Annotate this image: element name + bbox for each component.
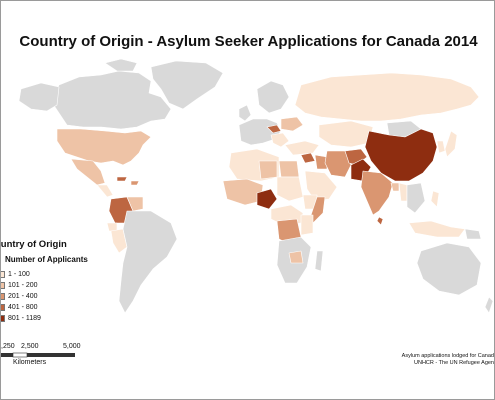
region-caribbean [116,176,128,182]
source-line-2: UNHCR - The UN Refugee Agen [414,360,494,366]
region-central-america [96,184,114,198]
legend-label: 1 - 100 [8,270,30,278]
region-mexico [70,158,106,186]
region-sudan [276,176,304,202]
region-uk [238,104,252,122]
region-iraq [314,154,328,170]
legend-label: 801 - 1189 [8,314,41,322]
region-myanmar [398,182,408,202]
region-russia [294,72,480,122]
legend-item: 401 - 800 [1,302,41,312]
region-se-asia [406,182,426,214]
region-egypt [278,160,300,178]
legend-item: 201 - 400 [1,291,41,301]
region-sri-lanka [376,216,384,226]
region-somalia [310,196,326,224]
region-china [364,128,438,182]
source-line-1: Asylum applications lodged for Canad [401,353,494,359]
map-title: Country of Origin - Asylum Seeker Applic… [19,33,478,50]
region-greenland [150,60,224,110]
legend-item: 101 - 200 [1,280,41,290]
region-haiti [130,180,140,186]
legend-subtitle: Number of Applicants [5,255,88,264]
region-venezuela [126,196,144,212]
region-ukraine [280,116,304,132]
region-india [360,170,394,216]
region-east-africa [300,214,314,236]
region-papua [464,228,482,240]
region-south-america [118,210,178,314]
region-australia [416,242,482,296]
scale-unit-label: Kilometers [13,359,47,366]
region-balkans [270,132,290,148]
region-bangladesh [390,182,400,192]
region-central-asia [318,120,374,148]
region-hungary [266,124,282,134]
region-new-zealand [484,296,494,314]
region-usa [56,128,152,166]
region-scandinavia [256,80,290,114]
scale-tick-label: 5,000 [63,343,81,350]
region-libya [258,160,278,180]
legend-title: ountry of Origin [0,239,67,250]
scale-tick-label: ,250 [1,343,15,350]
region-indonesia [408,220,466,238]
source-note: Asylum applications lodged for Canad UNH… [402,353,494,367]
region-alaska [18,82,60,112]
region-peru [110,228,128,254]
scale-bar-graphic [1,352,75,358]
region-madagascar [314,250,324,272]
legend-label: 101 - 200 [8,281,38,289]
legend-label: 401 - 800 [8,303,38,311]
legend-swatch [1,292,5,300]
legend-swatch [1,270,5,278]
region-canada [50,70,172,130]
region-japan [444,130,458,158]
legend-item: 1 - 100 [1,269,41,279]
scale-segment [27,353,75,357]
legend-swatch [1,314,5,322]
region-korea [436,140,446,154]
legend-swatch [1,281,5,289]
region-ecuador [106,222,118,232]
scale-tick-label: 2,500 [21,343,39,350]
legend-swatch [1,303,5,311]
scale-segment [12,352,28,358]
legend: 1 - 100 101 - 200 201 - 400 401 - 800 80… [1,269,41,324]
scale-segment [1,353,13,357]
region-turkey [284,140,320,156]
region-arabia [304,170,338,202]
region-arctic-islands [104,58,138,72]
legend-label: 201 - 400 [8,292,38,300]
region-zimbabwe [288,250,304,264]
region-nigeria [256,188,278,210]
legend-item: 801 - 1189 [1,313,41,323]
region-philippines [430,190,440,208]
region-syria [300,152,316,164]
